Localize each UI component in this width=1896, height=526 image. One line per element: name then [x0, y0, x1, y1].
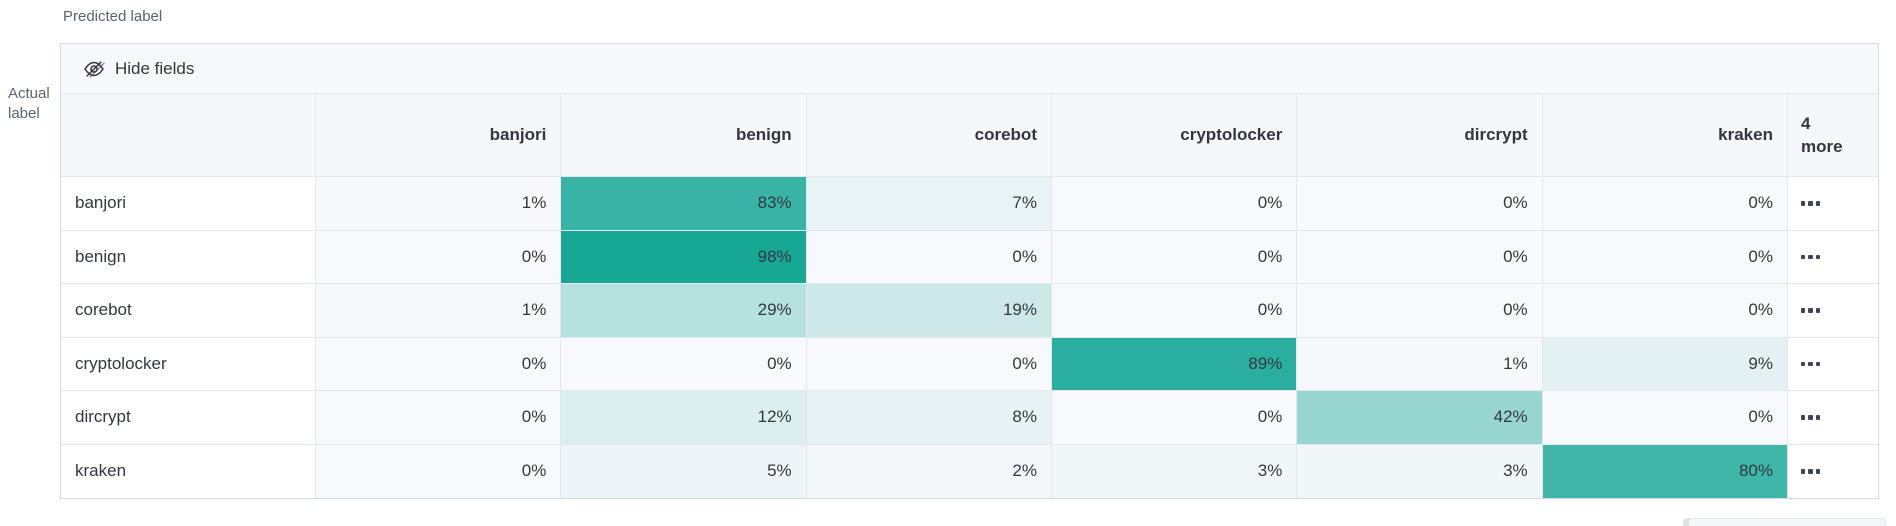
column-header-dircrypt[interactable]: dircrypt: [1297, 94, 1543, 177]
scrollbar-fragment[interactable]: [1683, 518, 1886, 526]
matrix-cell[interactable]: 0%: [1297, 284, 1543, 338]
matrix-cell[interactable]: 12%: [561, 391, 807, 445]
matrix-cell[interactable]: 0%: [1297, 230, 1543, 284]
row-label-banjori[interactable]: banjori: [61, 177, 316, 231]
column-header-cryptolocker[interactable]: cryptolocker: [1051, 94, 1298, 177]
boxes-horizontal-icon: [1800, 254, 1821, 259]
matrix-cell[interactable]: 98%: [561, 230, 807, 284]
matrix-cell[interactable]: 0%: [1297, 177, 1543, 231]
row-label-kraken[interactable]: kraken: [61, 444, 316, 498]
more-cell[interactable]: [1787, 230, 1878, 284]
boxes-horizontal-icon: [1800, 308, 1821, 313]
matrix-cell[interactable]: 0%: [1051, 230, 1298, 284]
matrix-cell[interactable]: 3%: [1051, 444, 1298, 498]
boxes-horizontal-icon: [1800, 469, 1821, 474]
actual-axis-label-line1: Actual: [8, 85, 50, 102]
matrix-cell[interactable]: 42%: [1297, 391, 1543, 445]
hide-fields-label: Hide fields: [115, 58, 195, 78]
actual-axis-label: Actual label: [8, 84, 50, 124]
more-cell[interactable]: [1787, 391, 1878, 445]
matrix-cell[interactable]: 8%: [806, 391, 1052, 445]
matrix-cell[interactable]: 0%: [316, 391, 562, 445]
more-cell[interactable]: [1787, 284, 1878, 338]
matrix-cell[interactable]: 83%: [561, 177, 807, 231]
matrix-cell[interactable]: 0%: [1051, 284, 1298, 338]
column-header-corebot[interactable]: corebot: [806, 94, 1052, 177]
matrix-cell[interactable]: 0%: [1051, 391, 1298, 445]
matrix-cell[interactable]: 19%: [806, 284, 1052, 338]
matrix-cell[interactable]: 0%: [1542, 230, 1788, 284]
matrix-cell[interactable]: 89%: [1051, 337, 1298, 391]
row-label-benign[interactable]: benign: [61, 230, 316, 284]
matrix-cell[interactable]: 2%: [806, 444, 1052, 498]
actual-axis-label-line2: label: [8, 105, 40, 122]
matrix-cell[interactable]: 80%: [1542, 444, 1788, 498]
more-cell[interactable]: [1787, 337, 1878, 391]
row-label-corebot[interactable]: corebot: [61, 284, 316, 338]
matrix-cell[interactable]: 5%: [561, 444, 807, 498]
matrix-cell[interactable]: 7%: [806, 177, 1052, 231]
column-header-banjori[interactable]: banjori: [316, 94, 562, 177]
matrix-cell[interactable]: 0%: [806, 337, 1052, 391]
confusion-matrix-grid: Hide fields banjori benign corebot cryptolo…: [60, 43, 1879, 499]
matrix-cell[interactable]: 9%: [1542, 337, 1788, 391]
predicted-axis-label: Predicted label: [63, 8, 163, 25]
matrix-cell[interactable]: 0%: [316, 337, 562, 391]
matrix-cell[interactable]: 0%: [1542, 284, 1788, 338]
matrix-cell[interactable]: 0%: [1542, 177, 1788, 231]
eye-closed-icon: [83, 58, 105, 80]
matrix-cell[interactable]: 1%: [316, 177, 562, 231]
matrix-cell[interactable]: 3%: [1297, 444, 1543, 498]
matrix-cell[interactable]: 0%: [316, 444, 562, 498]
matrix-cell[interactable]: 0%: [1051, 177, 1298, 231]
matrix-cell[interactable]: 29%: [561, 284, 807, 338]
row-label-cryptolocker[interactable]: cryptolocker: [61, 337, 316, 391]
more-cell[interactable]: [1787, 444, 1878, 498]
hide-fields-button[interactable]: Hide fields: [73, 52, 204, 86]
column-header-benign[interactable]: benign: [561, 94, 807, 177]
matrix-cell[interactable]: 0%: [561, 337, 807, 391]
matrix-cell[interactable]: 1%: [316, 284, 562, 338]
row-label-dircrypt[interactable]: dircrypt: [61, 391, 316, 445]
column-header-kraken[interactable]: kraken: [1542, 94, 1788, 177]
boxes-horizontal-icon: [1800, 415, 1821, 420]
matrix-cell[interactable]: 0%: [1542, 391, 1788, 445]
more-cell[interactable]: [1787, 177, 1878, 231]
boxes-horizontal-icon: [1800, 361, 1821, 366]
matrix-cell[interactable]: 0%: [806, 230, 1052, 284]
header-corner-cell: [61, 94, 316, 177]
grid-toolbar: Hide fields: [61, 44, 1878, 94]
matrix-cell[interactable]: 0%: [316, 230, 562, 284]
boxes-horizontal-icon: [1800, 201, 1821, 206]
column-header-more[interactable]: 4 more: [1787, 94, 1878, 177]
matrix-cell[interactable]: 1%: [1297, 337, 1543, 391]
